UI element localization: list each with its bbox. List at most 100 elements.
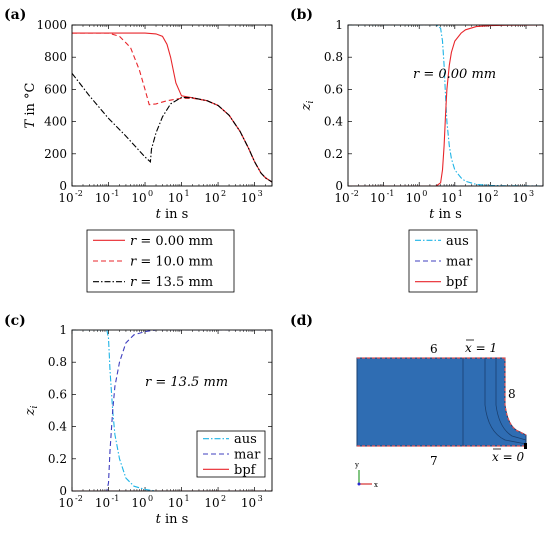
series-group	[348, 25, 543, 186]
x-tick-label: 10	[477, 191, 492, 205]
series-line-r-10-0-mm	[72, 32, 272, 183]
y-tick-label: 600	[44, 82, 67, 96]
region-label-8: 8	[508, 387, 516, 401]
xbar-bottom-label: x = 0	[492, 450, 524, 464]
x-tick-label: 10	[131, 496, 146, 510]
annotation-r-edge: r = 13.5 mm	[145, 375, 228, 390]
y-tick-label: 0.8	[324, 50, 343, 64]
mesh-line-3	[495, 358, 527, 441]
x-tick-label: 10	[241, 191, 256, 205]
x-tick-label: 10	[168, 496, 183, 510]
x-tick-label: 10	[168, 191, 183, 205]
y-tick-label: 0.2	[48, 452, 67, 466]
x-tick-exponent: 2	[221, 189, 226, 198]
y-tick-label: 1	[59, 323, 67, 337]
legend-entry: aus	[446, 234, 469, 249]
x-tick-exponent: 0	[148, 494, 153, 503]
series-group	[72, 32, 272, 183]
y-tick-label: 0	[59, 484, 67, 498]
x-tick-exponent: 1	[185, 494, 190, 503]
x-tick-exponent: -2	[351, 189, 359, 198]
x-tick-label: 10	[204, 191, 219, 205]
x-tick-exponent: -2	[75, 494, 83, 503]
y-tick-label: 0.6	[48, 387, 67, 401]
x-tick-exponent: -1	[112, 189, 120, 198]
x-tick-label: 10	[441, 191, 456, 205]
axis-triad: y x	[354, 461, 378, 489]
mesh-line-2	[484, 358, 527, 445]
y-tick-label: 1000	[36, 18, 67, 32]
panel-label-a: (a)	[4, 7, 26, 23]
y-tick-label: 400	[44, 115, 67, 129]
plot-frame	[347, 24, 544, 187]
region-label-6: 6	[430, 342, 438, 356]
x-tick-exponent: 3	[258, 494, 263, 503]
y-tick-label: 200	[44, 147, 67, 161]
y-axis-label: zi	[23, 406, 40, 417]
xbar-top-label: x = 1	[465, 341, 497, 355]
series-line-aus	[348, 25, 543, 186]
y-axis-label: T in °C	[23, 82, 38, 128]
panel-label-d: (d)	[290, 313, 313, 329]
y-tick-label: 0.2	[324, 147, 343, 161]
plot-frame	[71, 24, 273, 187]
x-tick-exponent: -2	[75, 189, 83, 198]
axis-triad-y: y	[354, 461, 359, 469]
legend-entry: mar	[234, 448, 261, 463]
y-tick-label: 800	[44, 50, 67, 64]
x-tick-label: 10	[58, 496, 73, 510]
y-tick-label: 0	[59, 179, 67, 193]
legend-temperature: r = 0.00 mm r = 10.0 mm r = 13.5 mm	[86, 229, 235, 293]
x-tick-label: 10	[334, 191, 349, 205]
legend-entry: r = 13.5 mm	[130, 275, 213, 290]
x-axis-label: t in s	[156, 207, 189, 222]
x-tick-label: 10	[512, 191, 527, 205]
legend-entry: bpf	[234, 463, 257, 478]
legend-entry: aus	[234, 432, 257, 447]
x-tick-exponent: 1	[185, 189, 190, 198]
panel-label-c: (c)	[4, 313, 26, 329]
x-tick-exponent: 3	[529, 189, 534, 198]
x-axis-label: t in s	[429, 207, 462, 222]
panel-label-b: (b)	[290, 7, 313, 23]
series-line-mar	[72, 330, 272, 491]
y-tick-label: 0	[335, 179, 343, 193]
axis-triad-x: x	[374, 481, 378, 489]
x-tick-label: 10	[241, 496, 256, 510]
x-tick-label: 10	[370, 191, 385, 205]
legend-entry: r = 0.00 mm	[130, 234, 213, 249]
x-tick-label: 10	[204, 496, 219, 510]
series-line-aus	[72, 330, 272, 491]
series-line-r-0-00-mm	[72, 32, 272, 183]
x-tick-label: 10	[95, 191, 110, 205]
series-line-r-13-5-mm	[72, 72, 272, 183]
legend-entry: bpf	[446, 275, 469, 290]
x-tick-label: 10	[58, 191, 73, 205]
x-tick-exponent: 2	[221, 494, 226, 503]
x-tick-exponent: 0	[422, 189, 427, 198]
x-tick-exponent: 1	[458, 189, 463, 198]
series-group	[72, 330, 272, 491]
mesh-geometry: 6 7 8 x = 1 x = 0 y x	[354, 339, 527, 489]
x-tick-label: 10	[95, 496, 110, 510]
x-tick-exponent: -1	[112, 494, 120, 503]
annotation-r-center: r = 0.00 mm	[413, 67, 496, 82]
mesh-body	[356, 357, 527, 447]
x-tick-label: 10	[131, 191, 146, 205]
y-tick-label: 0.6	[324, 82, 343, 96]
x-tick-label: 10	[406, 191, 421, 205]
y-tick-label: 0.4	[48, 420, 67, 434]
y-axis-label: zi	[299, 101, 316, 112]
legend-entry: mar	[446, 255, 473, 270]
region-label-7: 7	[430, 454, 438, 468]
series-line-bpf	[348, 25, 543, 186]
y-tick-label: 0.4	[324, 115, 343, 129]
x-tick-exponent: -1	[387, 189, 395, 198]
x-axis-label: t in s	[156, 512, 189, 527]
legend-phase-center: aus mar bpf	[408, 229, 478, 293]
